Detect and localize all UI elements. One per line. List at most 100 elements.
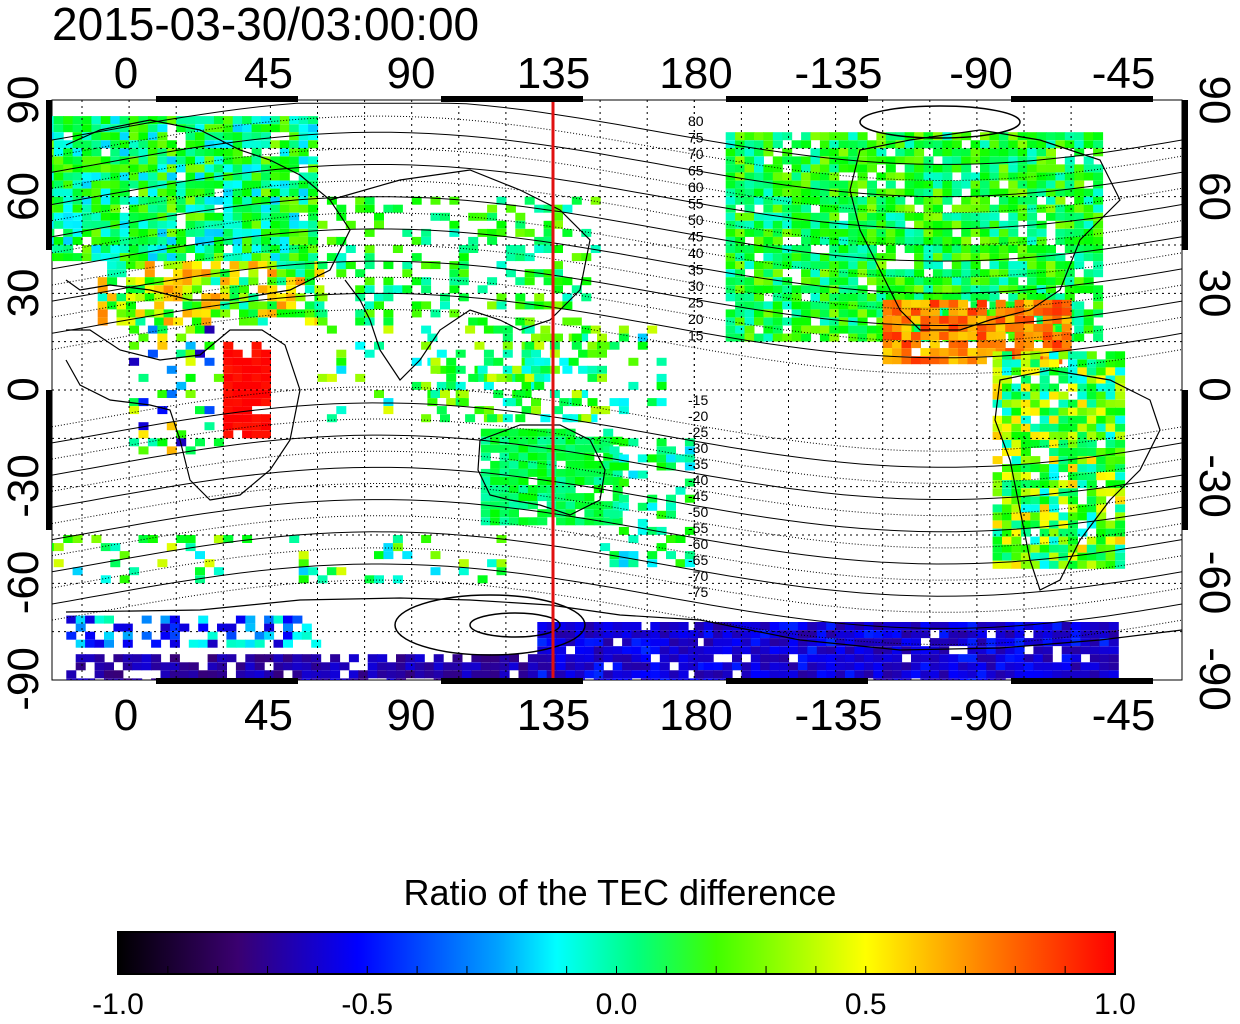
- tec-cell: [119, 180, 130, 189]
- tec-cell: [801, 212, 812, 221]
- tec-cell: [138, 446, 149, 455]
- tec-cell: [499, 662, 510, 671]
- tec-cell: [166, 204, 177, 213]
- tec-cell: [270, 164, 281, 173]
- tec-cell: [1017, 269, 1028, 278]
- tec-cell: [1093, 188, 1104, 197]
- tec-cell: [923, 140, 934, 149]
- tec-cell: [678, 654, 689, 663]
- tec-cell: [1020, 456, 1031, 465]
- tec-cell: [1055, 132, 1066, 141]
- tec-cell: [157, 341, 168, 350]
- tec-cell: [1030, 488, 1041, 497]
- tec-cell: [386, 678, 397, 680]
- tec-cell: [304, 301, 315, 310]
- tec-cell: [867, 204, 877, 213]
- tec-cell: [226, 623, 237, 632]
- tec-cell: [942, 132, 953, 141]
- tec-cell: [204, 140, 215, 149]
- tec-cell: [411, 301, 422, 310]
- tec-cell: [490, 485, 501, 494]
- tec-cell: [1061, 670, 1072, 679]
- tec-cell: [948, 332, 959, 340]
- tec-cell: [53, 188, 64, 197]
- tec-cell: [160, 670, 171, 679]
- tec-cell: [895, 220, 906, 229]
- tec-cell: [584, 468, 595, 477]
- tec-cell: [232, 180, 243, 189]
- tec-cell: [1049, 391, 1060, 400]
- tec-cell: [857, 333, 868, 342]
- tec-cell: [725, 261, 736, 270]
- tec-cell: [107, 277, 118, 286]
- tec-cell: [819, 261, 830, 270]
- tec-cell: [967, 630, 978, 639]
- tec-cell: [298, 156, 309, 165]
- contour-label: -65: [688, 552, 708, 568]
- tec-cell: [270, 196, 281, 205]
- tec-cell: [961, 261, 972, 270]
- tec-cell: [976, 630, 987, 639]
- tec-cell: [1064, 220, 1075, 229]
- tec-cell: [129, 406, 140, 415]
- tec-cell: [684, 526, 695, 535]
- tec-cell: [261, 365, 271, 374]
- tec-cell: [402, 551, 413, 560]
- tec-cell: [232, 220, 243, 229]
- tec-cell: [565, 630, 576, 639]
- tec-cell: [537, 444, 548, 453]
- tec-cell: [279, 148, 290, 157]
- tec-cell: [976, 307, 987, 316]
- tec-cell: [289, 245, 300, 253]
- tec-cell: [584, 654, 595, 663]
- tec-cell: [810, 293, 821, 302]
- tec-cell: [471, 670, 482, 679]
- tec-cell: [308, 567, 319, 576]
- tec-cell: [867, 253, 877, 262]
- tec-cell: [223, 212, 234, 221]
- tec-cell: [490, 517, 501, 526]
- tec-cell: [63, 116, 74, 125]
- tec-cell: [1027, 140, 1038, 149]
- tec-cell: [989, 156, 1000, 165]
- tec-cell: [882, 356, 893, 365]
- tec-cell: [829, 172, 840, 181]
- tec-cell: [694, 678, 705, 680]
- tec-cell: [13, 440, 23, 448]
- tec-cell: [1039, 544, 1050, 553]
- tec-cell: [1011, 480, 1022, 489]
- tec-cell: [195, 116, 205, 125]
- tec-cell: [1030, 560, 1041, 569]
- tec-cell: [1061, 340, 1072, 349]
- tec-cell: [914, 172, 925, 181]
- tec-cell: [1096, 520, 1107, 529]
- tec-cell: [129, 567, 140, 576]
- tec-cell: [854, 622, 865, 630]
- tec-cell: [1008, 269, 1019, 278]
- tec-cell: [383, 325, 394, 334]
- tec-cell: [976, 654, 987, 663]
- tec-cell: [339, 662, 350, 671]
- tec-cell: [433, 662, 444, 671]
- tec-cell: [119, 124, 130, 133]
- tec-cell: [261, 156, 271, 165]
- tec-cell: [769, 638, 780, 647]
- tec-cell: [958, 299, 969, 308]
- tec-cell: [138, 116, 149, 125]
- tec-cell: [967, 678, 978, 680]
- tec-cell: [578, 390, 589, 398]
- tec-cell: [326, 414, 337, 423]
- tec-cell: [421, 325, 432, 334]
- tec-cell: [91, 148, 102, 157]
- tec-cell: [267, 269, 278, 278]
- tec-cell: [283, 623, 293, 632]
- tec-cell: [584, 477, 595, 485]
- tec-cell: [600, 341, 611, 350]
- tec-cell: [829, 156, 840, 165]
- tec-cell: [901, 348, 912, 357]
- tec-cell: [518, 517, 529, 526]
- tec-cell: [656, 454, 667, 463]
- tec-cell: [597, 333, 607, 342]
- tec-cell: [1077, 464, 1088, 473]
- tec-cell: [1083, 309, 1094, 318]
